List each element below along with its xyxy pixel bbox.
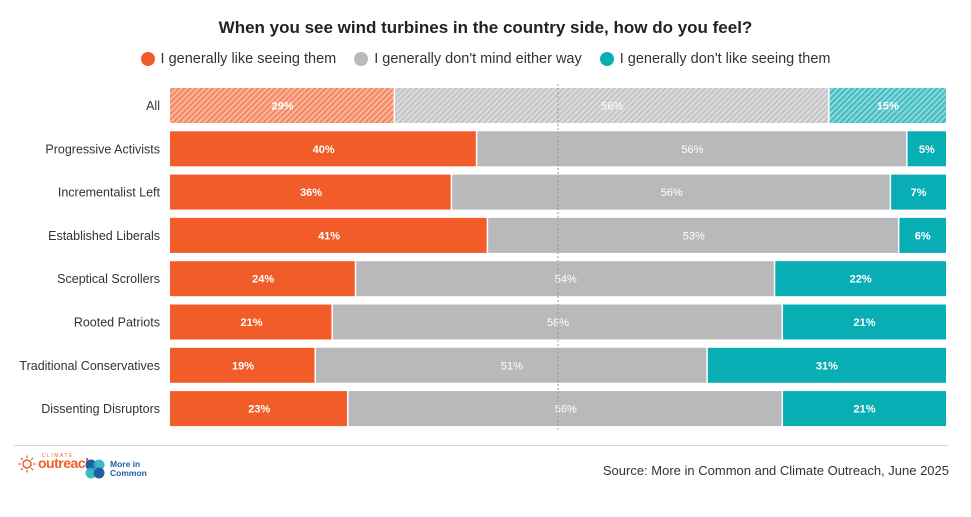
bar-traditional-conservatives-series-1 xyxy=(315,347,707,383)
bar-dissenting-disruptors-series-1 xyxy=(348,391,782,427)
legend-item-dont-mind: I generally don't mind either way xyxy=(354,51,582,67)
bar-all-series-0 xyxy=(170,88,394,123)
data-label-sceptical-scrollers-series-0: 24% xyxy=(252,274,274,286)
data-label-established-liberals-series-1: 53% xyxy=(683,230,705,242)
data-label-rooted-patriots-series-2: 21% xyxy=(854,317,876,329)
category-label-rooted-patriots: Rooted Patriots xyxy=(74,316,160,330)
data-label-rooted-patriots-series-1: 58% xyxy=(547,317,569,329)
data-label-established-liberals-series-2: 6% xyxy=(915,230,931,242)
sun-icon xyxy=(18,455,36,473)
data-label-progressive-activists-series-1: 56% xyxy=(681,144,703,156)
climate-outreach-logo: CLIMATE outreach xyxy=(18,453,94,473)
bar-sceptical-scrollers-series-2 xyxy=(775,261,946,297)
bar-progressive-activists-series-0 xyxy=(170,131,476,167)
chart-title: When you see wind turbines in the countr… xyxy=(218,18,753,37)
data-label-incrementalist-left-series-1: 56% xyxy=(661,187,683,199)
data-label-rooted-patriots-series-0: 21% xyxy=(240,317,262,329)
bar-incrementalist-left-series-2 xyxy=(891,174,946,210)
source-note: Source: More in Common and Climate Outre… xyxy=(602,463,949,478)
legend-item-like: I generally like seeing them xyxy=(140,51,337,67)
chart-legend: I generally like seeing them I generally… xyxy=(0,51,971,67)
bar-all-series-2 xyxy=(829,88,946,123)
data-label-dissenting-disruptors-series-2: 21% xyxy=(854,404,876,416)
bar-incrementalist-left-series-0 xyxy=(170,174,451,210)
bar-established-liberals-series-2 xyxy=(899,217,946,253)
data-label-established-liberals-series-0: 41% xyxy=(318,230,340,242)
data-label-all-series-1: 56% xyxy=(601,101,623,113)
bar-all-series-1 xyxy=(395,88,829,123)
category-label-progressive-activists: Progressive Activists xyxy=(45,142,160,156)
category-label-traditional-conservatives: Traditional Conservatives xyxy=(19,359,160,373)
category-label-dissenting-disruptors: Dissenting Disruptors xyxy=(41,402,160,416)
more-in-common-logo: More in Common xyxy=(84,458,147,480)
bar-dissenting-disruptors-series-2 xyxy=(783,391,946,427)
more-in-common-icon xyxy=(85,459,105,479)
bars-layer: All 29% 56% 15% Progressive Activists 40% 56% 5… xyxy=(19,88,946,427)
legend-label-like: I generally like seeing them xyxy=(160,51,337,67)
bar-dissenting-disruptors-series-0 xyxy=(170,391,347,427)
bar-sceptical-scrollers-series-0 xyxy=(170,261,355,297)
bar-rooted-patriots-series-0 xyxy=(170,304,332,340)
bar-established-liberals-series-0 xyxy=(170,217,487,253)
bar-traditional-conservatives-series-2 xyxy=(707,347,946,383)
data-label-progressive-activists-series-2: 5% xyxy=(919,144,935,156)
data-label-sceptical-scrollers-series-2: 22% xyxy=(850,274,872,286)
data-label-incrementalist-left-series-0: 36% xyxy=(300,187,322,199)
bar-rooted-patriots-series-2 xyxy=(783,304,946,340)
bar-progressive-activists-series-2 xyxy=(907,131,946,167)
data-label-all-series-2: 15% xyxy=(877,101,899,113)
logo-mic-line1: More in xyxy=(110,459,141,469)
legend-swatch-dont-like xyxy=(599,52,614,66)
legend-label-dont-mind: I generally don't mind either way xyxy=(374,51,582,67)
data-label-traditional-conservatives-series-0: 19% xyxy=(232,360,254,372)
data-label-traditional-conservatives-series-1: 51% xyxy=(501,360,523,372)
data-label-traditional-conservatives-series-2: 31% xyxy=(816,360,838,372)
bar-incrementalist-left-series-1 xyxy=(452,174,890,210)
stacked-bar-chart: All 29% 56% 15% Progressive Activists 40% 56% 5… xyxy=(19,84,946,433)
data-label-dissenting-disruptors-series-1: 56% xyxy=(555,404,577,416)
logo-climate-small: CLIMATE xyxy=(42,453,74,459)
bar-traditional-conservatives-series-0 xyxy=(170,347,315,383)
data-label-incrementalist-left-series-2: 7% xyxy=(911,187,927,199)
data-label-progressive-activists-series-0: 40% xyxy=(313,144,335,156)
data-label-dissenting-disruptors-series-0: 23% xyxy=(248,404,270,416)
logo-mic-line2: Common xyxy=(110,468,147,478)
bar-sceptical-scrollers-series-1 xyxy=(356,261,774,297)
category-label-established-liberals: Established Liberals xyxy=(48,229,160,243)
category-label-all: All xyxy=(146,99,160,113)
footer-divider xyxy=(14,445,948,446)
legend-label-dont-like: I generally don't like seeing them xyxy=(619,51,831,67)
bar-established-liberals-series-1 xyxy=(488,217,898,253)
data-label-sceptical-scrollers-series-1: 54% xyxy=(555,274,577,286)
legend-swatch-like xyxy=(140,52,155,66)
category-label-incrementalist-left: Incrementalist Left xyxy=(58,186,161,200)
category-label-sceptical-scrollers: Sceptical Scrollers xyxy=(57,272,160,286)
legend-swatch-dont-mind xyxy=(354,52,369,66)
legend-item-dont-like: I generally don't like seeing them xyxy=(599,51,831,67)
data-label-all-series-0: 29% xyxy=(272,101,294,113)
bar-rooted-patriots-series-1 xyxy=(332,304,782,340)
bar-progressive-activists-series-1 xyxy=(477,131,907,167)
logo-climate-big: outreach xyxy=(38,455,94,471)
